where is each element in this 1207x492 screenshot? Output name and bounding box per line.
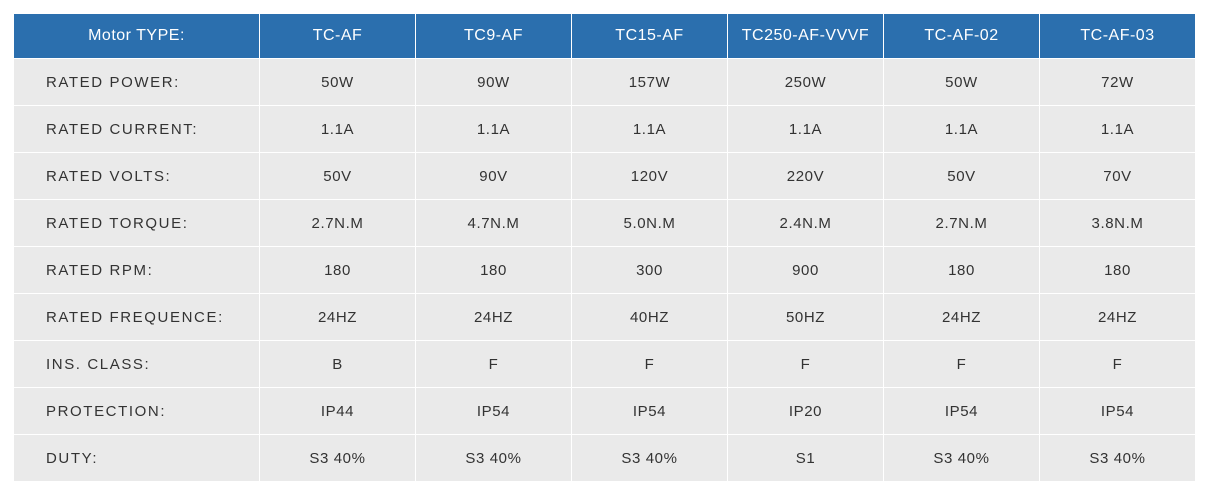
header-row: Motor TYPE: TC-AF TC9-AF TC15-AF TC250-A… (14, 14, 1195, 58)
row-label: RATED TORQUE: (14, 199, 260, 246)
table-cell: IP54 (1040, 387, 1195, 434)
row-label: INS. CLASS: (14, 340, 260, 387)
table-body: RATED POWER: 50W 90W 157W 250W 50W 72W R… (14, 58, 1195, 481)
table-cell: 5.0N.M (572, 199, 728, 246)
table-cell: 300 (572, 246, 728, 293)
table-cell: F (572, 340, 728, 387)
table-cell: 180 (260, 246, 416, 293)
table-row: RATED FREQUENCE: 24HZ 24HZ 40HZ 50HZ 24H… (14, 293, 1195, 340)
table-cell: 90V (416, 152, 572, 199)
table-cell: 1.1A (884, 105, 1040, 152)
table-cell: 1.1A (1040, 105, 1195, 152)
row-label: RATED RPM: (14, 246, 260, 293)
table-cell: 900 (728, 246, 884, 293)
table-row: INS. CLASS: B F F F F F (14, 340, 1195, 387)
table-cell: 24HZ (884, 293, 1040, 340)
table-cell: F (1040, 340, 1195, 387)
table-cell: 50W (884, 58, 1040, 105)
table-cell: 120V (572, 152, 728, 199)
table-cell: F (884, 340, 1040, 387)
row-label: DUTY: (14, 434, 260, 481)
table-cell: 180 (416, 246, 572, 293)
header-cell-motor-type: Motor TYPE: (14, 14, 260, 58)
header-cell-model: TC-AF (260, 14, 416, 58)
table-cell: 1.1A (260, 105, 416, 152)
header-cell-model: TC-AF-02 (884, 14, 1040, 58)
table-cell: 50HZ (728, 293, 884, 340)
table-cell: IP54 (572, 387, 728, 434)
table-cell: 24HZ (260, 293, 416, 340)
table-cell: 1.1A (416, 105, 572, 152)
table-cell: 50V (260, 152, 416, 199)
row-label: RATED FREQUENCE: (14, 293, 260, 340)
table-row: DUTY: S3 40% S3 40% S3 40% S1 S3 40% S3 … (14, 434, 1195, 481)
row-label: RATED CURRENT: (14, 105, 260, 152)
header-cell-model: TC15-AF (572, 14, 728, 58)
table-cell: S3 40% (884, 434, 1040, 481)
row-label: PROTECTION: (14, 387, 260, 434)
table-cell: B (260, 340, 416, 387)
table-cell: S3 40% (1040, 434, 1195, 481)
table-cell: 90W (416, 58, 572, 105)
table-cell: S1 (728, 434, 884, 481)
table-cell: 2.7N.M (884, 199, 1040, 246)
table-header: Motor TYPE: TC-AF TC9-AF TC15-AF TC250-A… (14, 14, 1195, 58)
table-cell: 40HZ (572, 293, 728, 340)
table-row: RATED VOLTS: 50V 90V 120V 220V 50V 70V (14, 152, 1195, 199)
table-cell: F (416, 340, 572, 387)
header-cell-model: TC9-AF (416, 14, 572, 58)
table-cell: 70V (1040, 152, 1195, 199)
table-cell: 50W (260, 58, 416, 105)
table-cell: 72W (1040, 58, 1195, 105)
row-label: RATED VOLTS: (14, 152, 260, 199)
table-cell: IP54 (884, 387, 1040, 434)
table-cell: 180 (1040, 246, 1195, 293)
table-cell: 50V (884, 152, 1040, 199)
table-cell: F (728, 340, 884, 387)
table-cell: 24HZ (1040, 293, 1195, 340)
table-cell: IP44 (260, 387, 416, 434)
table-cell: 3.8N.M (1040, 199, 1195, 246)
table-cell: S3 40% (260, 434, 416, 481)
table-cell: IP20 (728, 387, 884, 434)
table-cell: 2.7N.M (260, 199, 416, 246)
motor-spec-table: Motor TYPE: TC-AF TC9-AF TC15-AF TC250-A… (14, 14, 1195, 481)
header-cell-model: TC-AF-03 (1040, 14, 1195, 58)
table-row: RATED CURRENT: 1.1A 1.1A 1.1A 1.1A 1.1A … (14, 105, 1195, 152)
table-cell: 250W (728, 58, 884, 105)
table-cell: 24HZ (416, 293, 572, 340)
table-cell: 157W (572, 58, 728, 105)
table-cell: 180 (884, 246, 1040, 293)
table-cell: 2.4N.M (728, 199, 884, 246)
table-cell: 1.1A (728, 105, 884, 152)
table-row: PROTECTION: IP44 IP54 IP54 IP20 IP54 IP5… (14, 387, 1195, 434)
table-row: RATED POWER: 50W 90W 157W 250W 50W 72W (14, 58, 1195, 105)
table-cell: 1.1A (572, 105, 728, 152)
row-label: RATED POWER: (14, 58, 260, 105)
table-row: RATED RPM: 180 180 300 900 180 180 (14, 246, 1195, 293)
table-cell: 220V (728, 152, 884, 199)
table-cell: S3 40% (572, 434, 728, 481)
table-row: RATED TORQUE: 2.7N.M 4.7N.M 5.0N.M 2.4N.… (14, 199, 1195, 246)
table-cell: IP54 (416, 387, 572, 434)
table-cell: 4.7N.M (416, 199, 572, 246)
header-cell-model: TC250-AF-VVVF (728, 14, 884, 58)
table-cell: S3 40% (416, 434, 572, 481)
